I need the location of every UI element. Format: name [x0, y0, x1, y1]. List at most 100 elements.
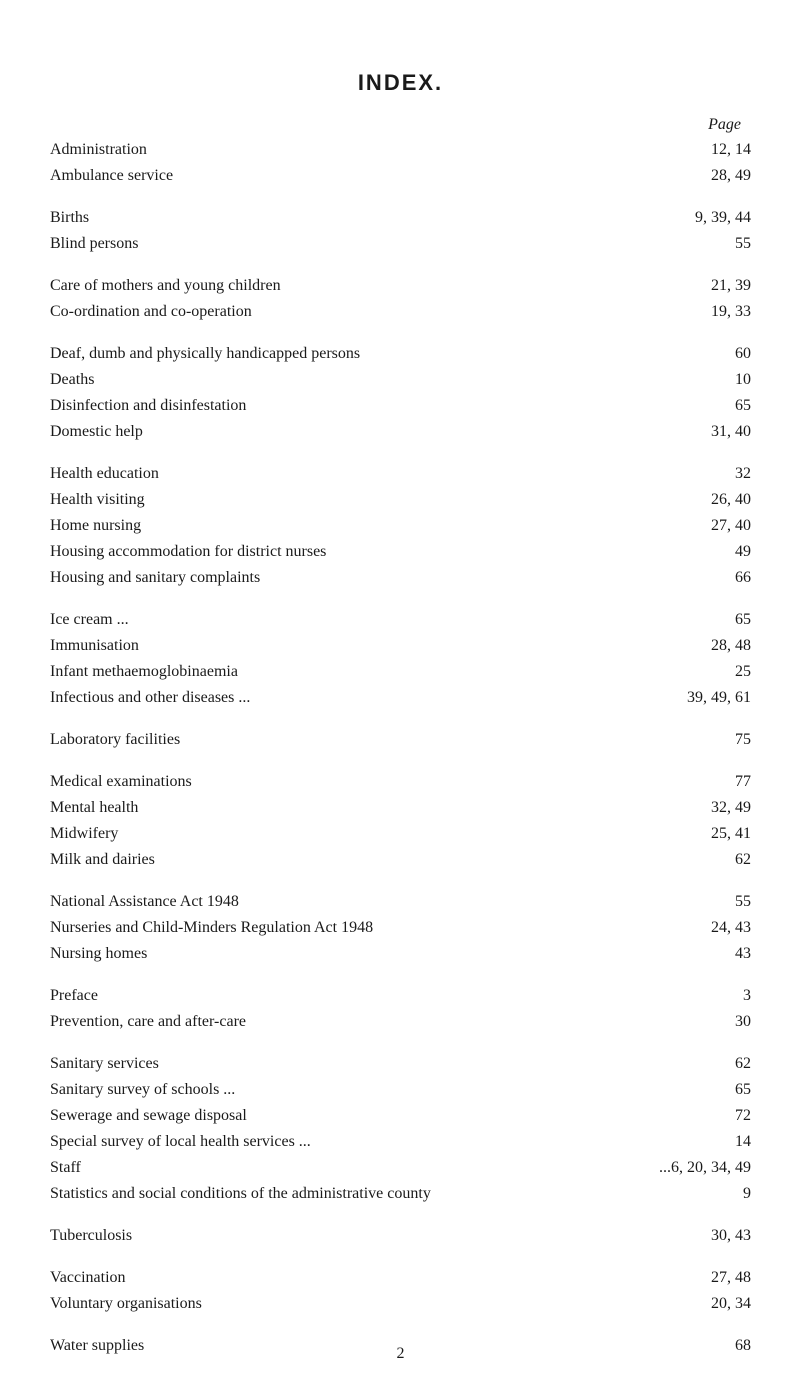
index-entry-label: Medical examinations	[50, 770, 192, 794]
index-entry-page: 24, 43	[661, 916, 751, 940]
index-entry: Health visiting 26, 40	[50, 488, 751, 512]
index-entry: Home nursing27, 40	[50, 514, 751, 538]
index-entry: National Assistance Act 1948 55	[50, 890, 751, 914]
index-entry: Staff ...6, 20, 34, 49	[50, 1156, 751, 1180]
index-entry-label: Midwifery	[50, 822, 118, 846]
index-entry: Voluntary organisations 20, 34	[50, 1292, 751, 1316]
index-entry-label: Housing accommodation for district nurse…	[50, 540, 326, 564]
index-entry-label: Co-ordination and co-operation	[50, 300, 252, 324]
index-entry: Domestic help 31, 40	[50, 420, 751, 444]
index-entry-page: 12, 14	[661, 138, 751, 162]
index-entry-label: Ice cream ...	[50, 608, 129, 632]
index-entry-label: Domestic help	[50, 420, 143, 444]
index-entry-label: Prevention, care and after-care	[50, 1010, 246, 1034]
index-entry-page: 31, 40	[661, 420, 751, 444]
group-separator	[50, 1208, 751, 1224]
index-entry-page: 25	[661, 660, 751, 684]
index-entry: Prevention, care and after-care 30	[50, 1010, 751, 1034]
index-entry-label: Water supplies	[50, 1334, 144, 1358]
index-entry-page: 25, 41	[661, 822, 751, 846]
index-entry-label: Health education	[50, 462, 159, 486]
index-entry: Medical examinations 77	[50, 770, 751, 794]
index-entry-label: Deaths	[50, 368, 94, 392]
group-separator	[50, 190, 751, 206]
group-separator	[50, 326, 751, 342]
index-entry-page: 62	[661, 848, 751, 872]
index-entry: Sanitary services 62	[50, 1052, 751, 1076]
index-entry-page: 19, 33	[661, 300, 751, 324]
index-entry-label: Laboratory facilities	[50, 728, 180, 752]
index-entry: Immunisation28, 48	[50, 634, 751, 658]
index-entry-page: 26, 40	[661, 488, 751, 512]
index-entry: Special survey of local health services …	[50, 1130, 751, 1154]
index-entry-page: 77	[661, 770, 751, 794]
index-entry-label: Administration	[50, 138, 147, 162]
index-entry-label: Health visiting	[50, 488, 145, 512]
index-entry: Care of mothers and young children21, 39	[50, 274, 751, 298]
index-entry-label: Sanitary survey of schools ...	[50, 1078, 235, 1102]
index-entry-page: 62	[661, 1052, 751, 1076]
index-entry: Laboratory facilities 75	[50, 728, 751, 752]
index-entry-page: 39, 49, 61	[661, 686, 751, 710]
index-entry-page: ...6, 20, 34, 49	[651, 1156, 751, 1180]
index-entry: Ambulance service28, 49	[50, 164, 751, 188]
index-entry-label: Special survey of local health services …	[50, 1130, 311, 1154]
index-entry-page: 75	[661, 728, 751, 752]
index-entry-page: 27, 40	[661, 514, 751, 538]
index-entry-label: Statistics and social conditions of the …	[50, 1182, 431, 1206]
index-entry-page: 28, 48	[661, 634, 751, 658]
index-entry-label: National Assistance Act 1948	[50, 890, 239, 914]
index-entry: Mental health 32, 49	[50, 796, 751, 820]
index-entry: Milk and dairies 62	[50, 848, 751, 872]
index-entry-page: 21, 39	[661, 274, 751, 298]
index-entry-page: 20, 34	[661, 1292, 751, 1316]
index-entry: Births9, 39, 44	[50, 206, 751, 230]
page-column-header: Page	[50, 116, 751, 134]
index-entry-page: 32	[661, 462, 751, 486]
index-entry-page: 65	[661, 608, 751, 632]
index-entry-page: 60	[661, 342, 751, 366]
index-entry-label: Disinfection and disinfestation	[50, 394, 246, 418]
index-entry-label: Births	[50, 206, 89, 230]
index-entry-page: 65	[661, 394, 751, 418]
group-separator	[50, 1318, 751, 1334]
index-entry-page: 65	[661, 1078, 751, 1102]
index-entry-page: 3	[661, 984, 751, 1008]
index-entry-label: Voluntary organisations	[50, 1292, 202, 1316]
index-entry-page: 30, 43	[661, 1224, 751, 1248]
index-entry: Deaf, dumb and physically handicapped pe…	[50, 342, 751, 366]
index-entry: Statistics and social conditions of the …	[50, 1182, 751, 1206]
group-separator	[50, 874, 751, 890]
group-separator	[50, 754, 751, 770]
index-entry-label: Sanitary services	[50, 1052, 159, 1076]
index-entry: Deaths10	[50, 368, 751, 392]
group-separator	[50, 592, 751, 608]
index-entry-page: 30	[661, 1010, 751, 1034]
index-entry-page: 66	[661, 566, 751, 590]
index-entry-label: Housing and sanitary complaints	[50, 566, 260, 590]
index-entry-label: Vaccination	[50, 1266, 126, 1290]
index-entry: Nurseries and Child-Minders Regulation A…	[50, 916, 751, 940]
group-separator	[50, 446, 751, 462]
index-entry: Sewerage and sewage disposal72	[50, 1104, 751, 1128]
index-entry-page: 27, 48	[661, 1266, 751, 1290]
index-list: Administration 12, 14Ambulance service28,…	[50, 138, 751, 1358]
index-entry: Infant methaemoglobinaemia 25	[50, 660, 751, 684]
index-entry-label: Staff	[50, 1156, 81, 1180]
index-entry-page: 55	[661, 890, 751, 914]
group-separator	[50, 1250, 751, 1266]
page-number: 2	[397, 1345, 405, 1363]
index-entry-label: Mental health	[50, 796, 138, 820]
index-entry-page: 68	[661, 1334, 751, 1358]
index-entry-page: 32, 49	[661, 796, 751, 820]
index-entry: Tuberculosis30, 43	[50, 1224, 751, 1248]
index-entry-label: Infant methaemoglobinaemia	[50, 660, 238, 684]
index-entry: Co-ordination and co-operation 19, 33	[50, 300, 751, 324]
index-entry: Midwifery 25, 41	[50, 822, 751, 846]
index-entry-label: Infectious and other diseases ...	[50, 686, 250, 710]
group-separator	[50, 712, 751, 728]
index-entry-page: 9	[661, 1182, 751, 1206]
index-entry-label: Nursing homes	[50, 942, 147, 966]
index-entry-label: Milk and dairies	[50, 848, 155, 872]
index-entry-page: 14	[661, 1130, 751, 1154]
